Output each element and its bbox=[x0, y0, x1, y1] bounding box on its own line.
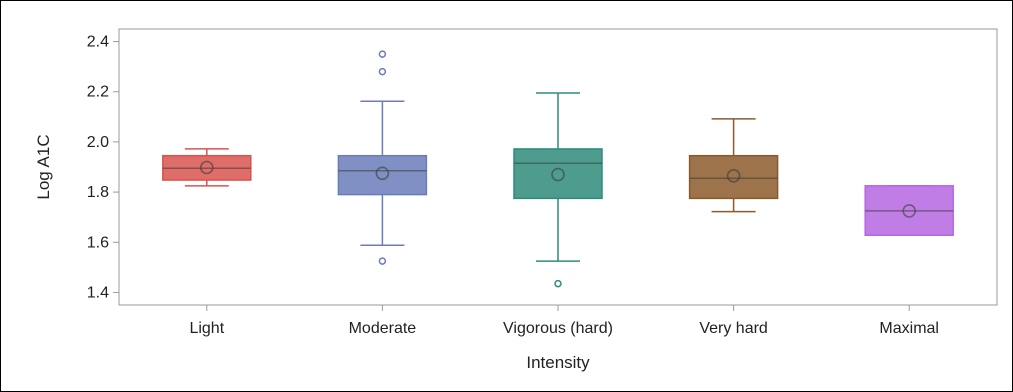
box-very-hard bbox=[688, 118, 779, 213]
mean-marker bbox=[375, 166, 390, 181]
y-tick-label: 2.2 bbox=[87, 84, 109, 101]
outlier-point bbox=[554, 279, 562, 288]
x-tick-label: Light bbox=[189, 320, 224, 337]
box-maximal bbox=[864, 185, 954, 236]
x-axis-title: Intensity bbox=[526, 353, 590, 372]
x-tick-label: Moderate bbox=[349, 320, 417, 337]
y-axis: 1.4 1.6 1.8 2.0 2.2 2.4 bbox=[87, 34, 119, 301]
x-tick-label: Vigorous (hard) bbox=[503, 320, 613, 337]
box-light bbox=[162, 148, 252, 187]
mean-marker bbox=[726, 168, 741, 183]
outlier-point bbox=[378, 67, 387, 76]
mean-marker bbox=[551, 167, 565, 182]
iqr-box bbox=[337, 154, 428, 196]
mean-marker bbox=[200, 160, 214, 175]
y-tick-label: 1.4 bbox=[87, 284, 109, 301]
y-tick-label: 1.6 bbox=[87, 234, 109, 251]
y-tick-label: 2.0 bbox=[87, 134, 109, 151]
box-moderate bbox=[337, 50, 428, 265]
outlier-point bbox=[378, 257, 387, 265]
y-axis-title: Log A1C bbox=[34, 134, 53, 199]
x-tick-label: Maximal bbox=[879, 320, 939, 337]
x-tick-label: Very hard bbox=[699, 320, 767, 337]
iqr-box bbox=[688, 154, 779, 200]
y-tick-label: 1.8 bbox=[87, 184, 109, 201]
outlier-point bbox=[378, 50, 387, 58]
mean-marker bbox=[902, 204, 917, 218]
box-vigorous-hard bbox=[513, 92, 603, 288]
x-axis: Light Moderate Vigorous (hard) Very hard Max… bbox=[189, 305, 939, 337]
y-tick-label: 2.4 bbox=[87, 34, 109, 51]
box-series bbox=[162, 50, 954, 288]
iqr-box bbox=[513, 148, 603, 200]
